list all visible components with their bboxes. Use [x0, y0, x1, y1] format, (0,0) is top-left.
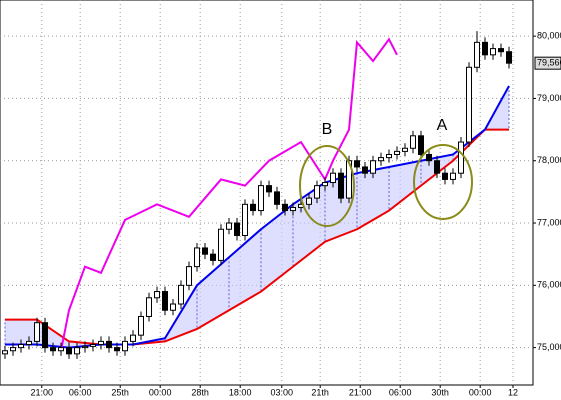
candle-body — [442, 172, 448, 180]
candle-body — [194, 247, 200, 268]
candle-body — [178, 284, 184, 305]
candle-body — [2, 350, 8, 355]
candle-body — [250, 203, 256, 212]
candle-body — [402, 147, 408, 152]
candle-body — [362, 166, 368, 174]
candle-body — [106, 340, 112, 349]
candle-body — [282, 203, 288, 212]
candle-body — [202, 247, 208, 255]
candle-body — [226, 222, 232, 230]
candle-body — [146, 297, 152, 317]
candle-body — [306, 197, 312, 205]
candle-body — [66, 347, 72, 355]
y-tick-label: 78,000 — [537, 155, 561, 165]
candle-body — [82, 345, 88, 349]
x-tick-label: 21:00 — [31, 387, 54, 397]
y-tick-label: 75,000 — [537, 342, 561, 352]
candle-body — [186, 266, 192, 286]
candle-body — [322, 182, 328, 187]
candle-body — [242, 203, 248, 236]
candle-body — [18, 344, 24, 349]
candle-body — [410, 135, 416, 149]
candle-body — [50, 347, 56, 352]
candle-body — [474, 41, 480, 68]
candle-body — [490, 48, 496, 56]
candle-body — [42, 322, 48, 349]
candle-body — [234, 222, 240, 236]
candle-body — [114, 347, 120, 352]
candle-body — [354, 160, 360, 168]
x-tick-label: 06:00 — [69, 387, 92, 397]
candle-body — [466, 66, 472, 143]
x-tick-label: 06:00 — [389, 387, 412, 397]
plot-frame — [0, 0, 534, 386]
candle-body — [162, 291, 168, 311]
candle-body — [74, 347, 80, 355]
candle-body — [482, 41, 488, 56]
candle-body — [426, 153, 432, 162]
candle-body — [58, 347, 64, 352]
x-tick-label: 21:00 — [349, 387, 372, 397]
candle-body — [434, 160, 440, 174]
candle-body — [154, 291, 160, 299]
candle-body — [506, 51, 512, 64]
candle-body — [394, 150, 400, 155]
candle-body — [258, 185, 264, 212]
candle-body — [290, 206, 296, 212]
candle-body — [314, 185, 320, 199]
candle-body — [370, 160, 376, 174]
candle-body — [10, 347, 16, 352]
candle-body — [90, 344, 96, 347]
x-tick-label: 12 — [508, 387, 518, 397]
highlight-ellipse — [413, 144, 473, 220]
candle-body — [498, 48, 504, 53]
candle-body — [266, 185, 272, 193]
lagging-line — [60, 37, 398, 351]
x-tick-label: 03:00 — [271, 387, 294, 397]
candle-body — [138, 315, 144, 336]
candle-body — [130, 334, 136, 342]
x-tick-label: 18:00 — [229, 387, 252, 397]
x-tick-label: 00:00 — [149, 387, 172, 397]
last-price-label: 79,566 — [537, 58, 561, 68]
x-tick-label: 28th — [191, 387, 209, 397]
x-tick-label: 21th — [311, 387, 329, 397]
candle-body — [386, 153, 392, 159]
candle-body — [34, 322, 40, 342]
candle-body — [274, 191, 280, 205]
candle-body — [418, 135, 424, 155]
x-tick-label: 00:00 — [469, 387, 492, 397]
candle-body — [458, 141, 464, 174]
candle-body — [26, 340, 32, 346]
x-tick-label: 25th — [111, 387, 129, 397]
y-tick-label: 77,000 — [537, 217, 561, 227]
candle-body — [210, 253, 216, 261]
candle-body — [122, 340, 128, 352]
candle-body — [378, 157, 384, 162]
candle-body — [338, 172, 344, 199]
base-line — [5, 128, 509, 346]
candle-body — [98, 340, 104, 346]
annotation: A — [437, 117, 448, 134]
y-tick-label: 79,000 — [537, 93, 561, 103]
candle-body — [218, 228, 224, 261]
highlight-ellipse — [299, 145, 355, 227]
annotation: B — [322, 121, 333, 138]
candle-body — [170, 303, 176, 311]
y-tick-label: 80,000 — [537, 31, 561, 41]
candle-body — [450, 172, 456, 180]
y-tick-label: 76,000 — [537, 280, 561, 290]
candle-body — [330, 172, 336, 184]
x-tick-label: 30th — [431, 387, 449, 397]
last-price-box — [534, 56, 561, 70]
